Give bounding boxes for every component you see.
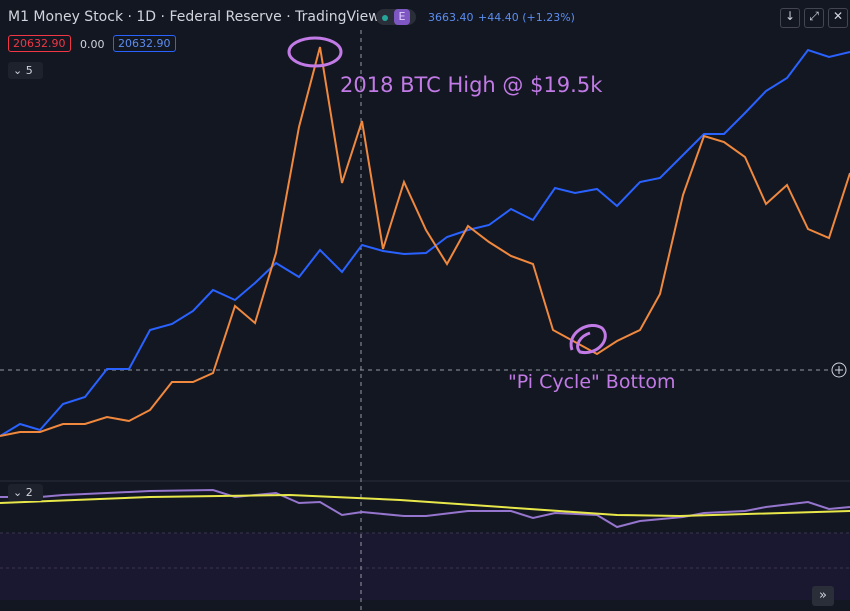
signal-line xyxy=(0,493,850,518)
earnings-badge[interactable]: E xyxy=(394,9,410,25)
maximize-button[interactable]: ⤢ xyxy=(804,8,824,28)
lower-band xyxy=(0,533,850,600)
count: 5 xyxy=(25,64,33,77)
scroll-right-button[interactable]: » xyxy=(812,586,834,606)
annotation: 2018 BTC High @ $19.5k xyxy=(340,73,603,97)
indicators-toggle[interactable]: ⌄ 5 xyxy=(8,62,43,79)
price-change: +44.40 (+1.23%) xyxy=(478,11,575,24)
count: 2 xyxy=(25,486,33,499)
pane-toggle[interactable]: ⌄ 2 xyxy=(8,484,43,501)
spread: 0.00 xyxy=(80,38,105,51)
btc-line xyxy=(0,46,850,437)
ask-box[interactable]: 20632.90 xyxy=(113,35,176,52)
annotation-circle xyxy=(569,324,607,355)
symbol-title[interactable]: M1 Money Stock · 1D · Federal Reserve · … xyxy=(8,9,380,25)
down-button[interactable]: ↓ xyxy=(780,8,800,28)
indicator-line xyxy=(0,488,850,529)
close-button[interactable]: ✕ xyxy=(828,8,848,28)
bid-box[interactable]: 20632.90 xyxy=(8,35,71,52)
m1-line xyxy=(0,48,850,437)
price: 3663.40 xyxy=(428,11,474,24)
annotation: "Pi Cycle" Bottom xyxy=(508,371,676,393)
annotation-circle xyxy=(287,36,343,68)
status-dot xyxy=(382,15,388,21)
